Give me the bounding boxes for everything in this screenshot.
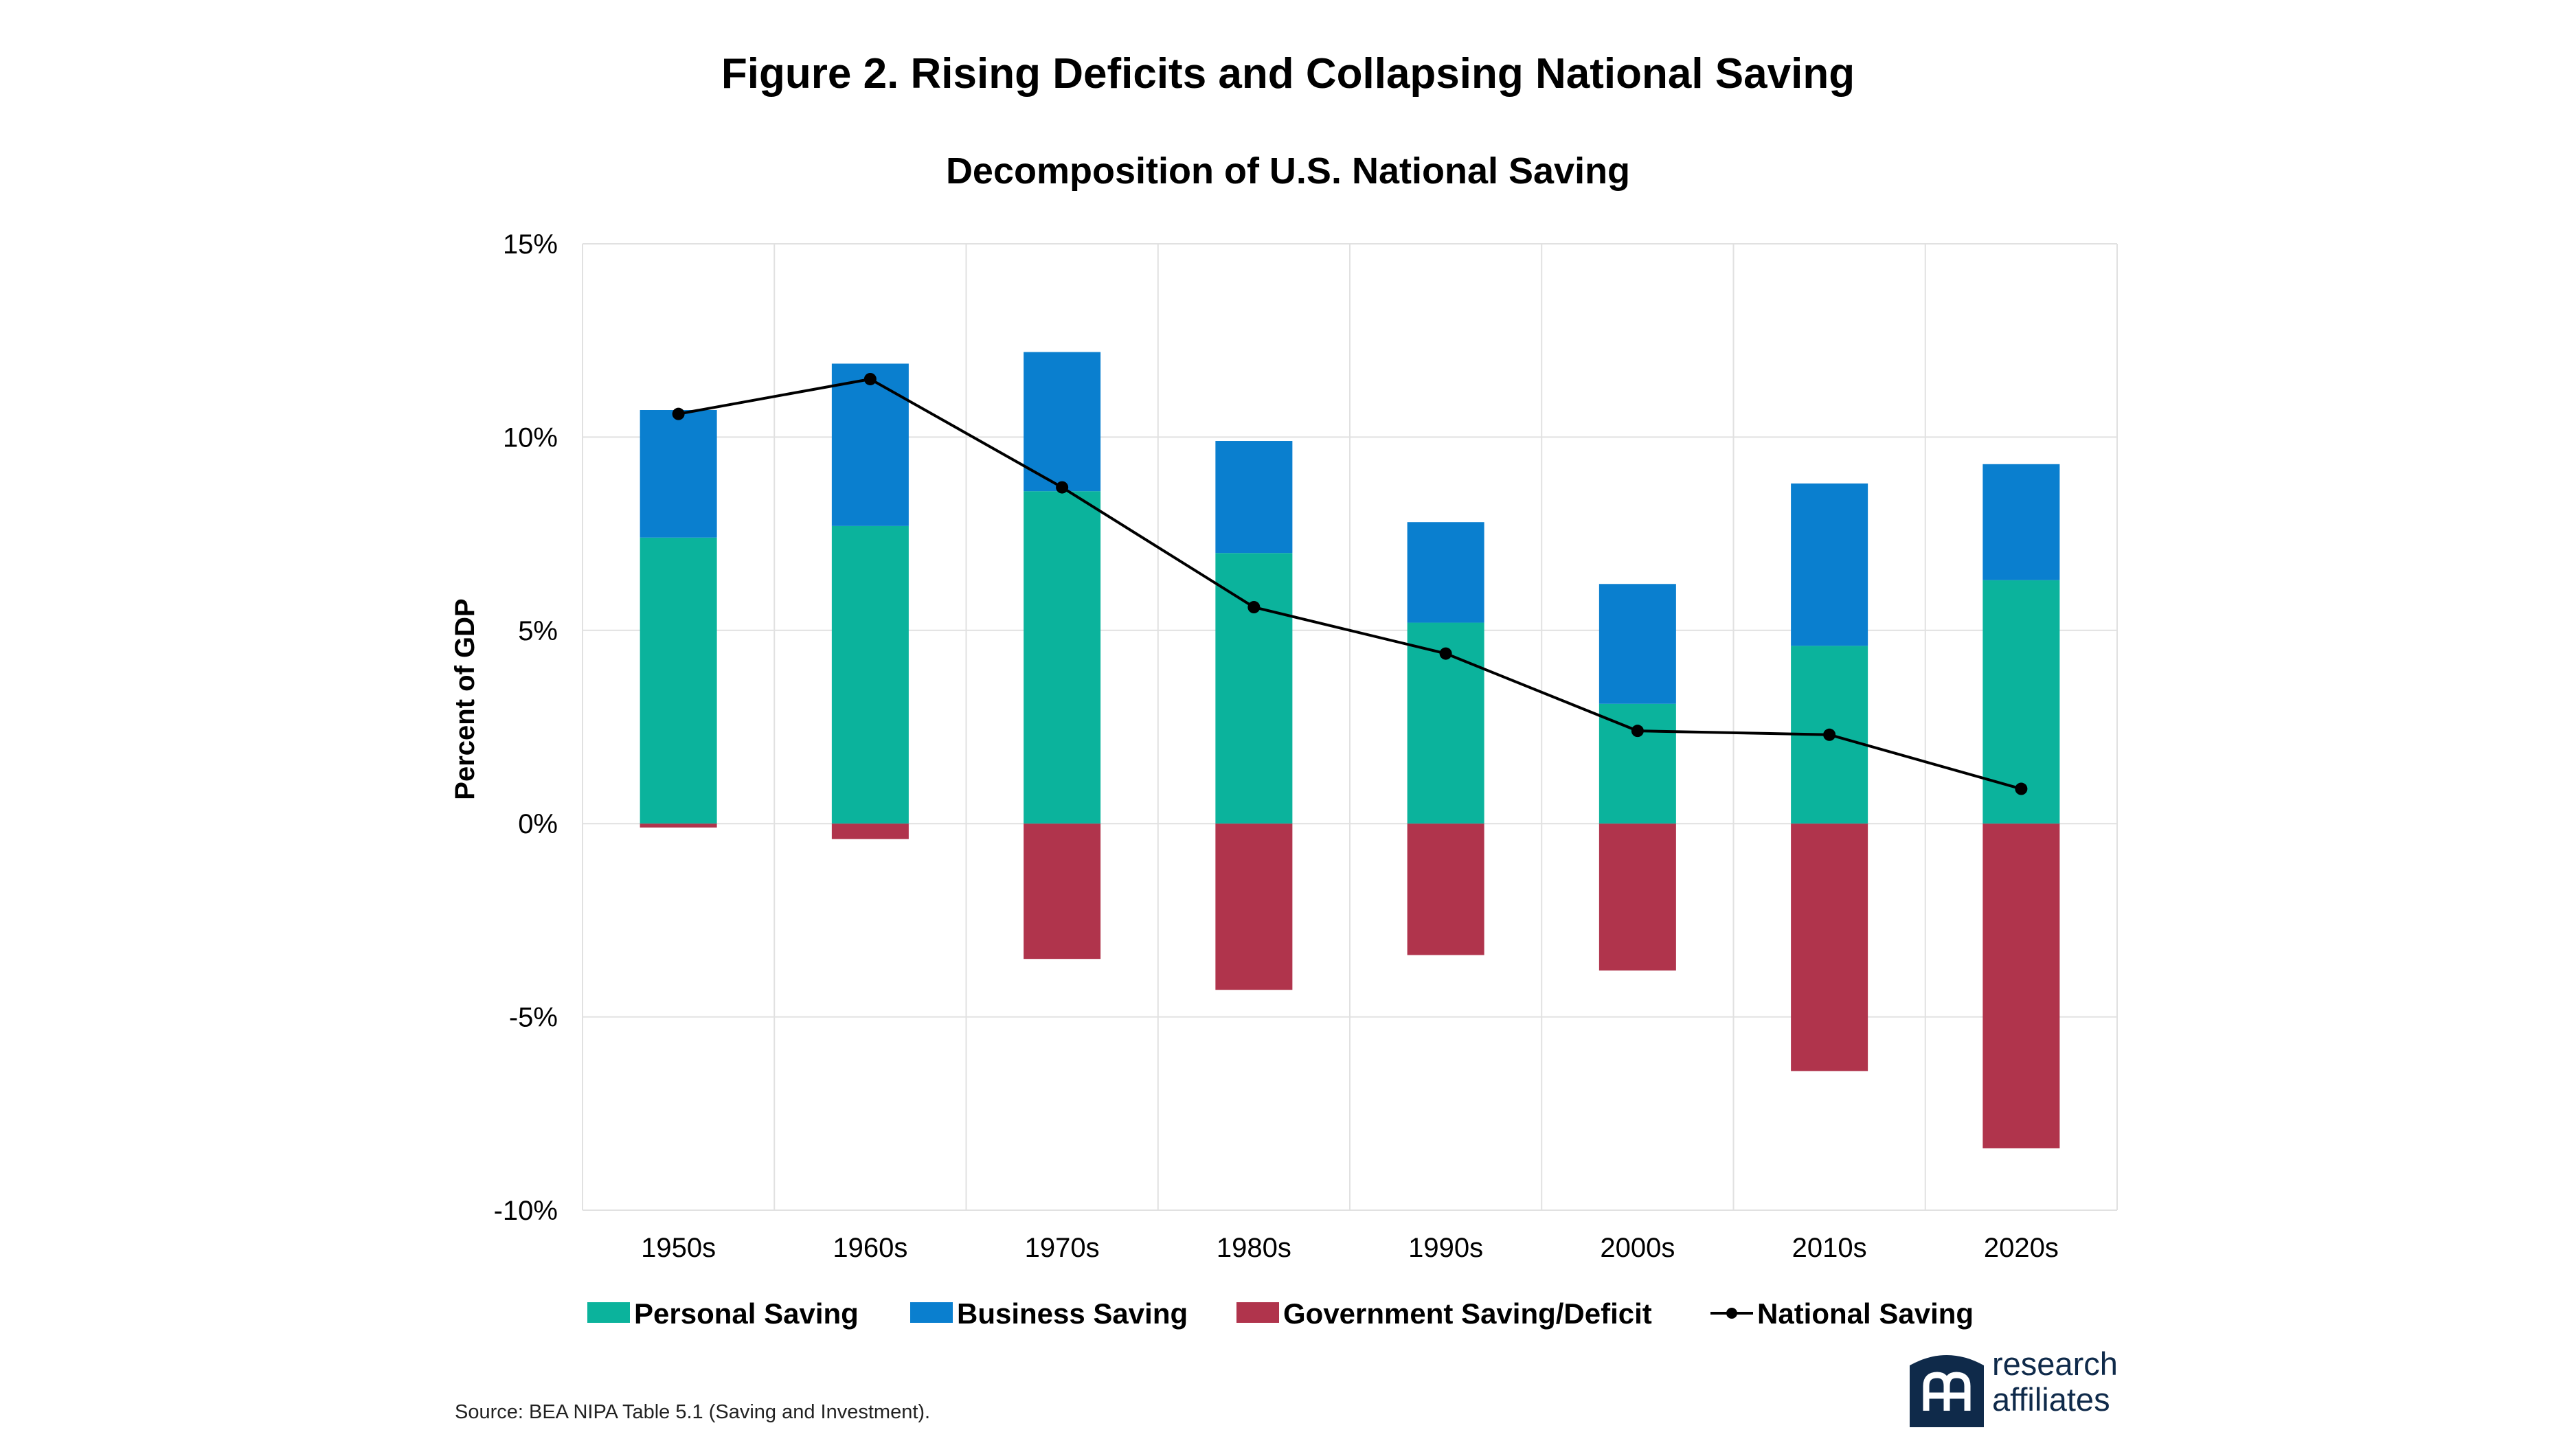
y-tick-label: 0% (518, 809, 558, 839)
national-saving-line (672, 372, 2028, 795)
bar-government-saving-deficit-2020s (1982, 823, 2060, 1148)
legend-label: National Saving (1757, 1297, 1974, 1330)
logo-mark-icon (1910, 1355, 1984, 1427)
source-note: Source: BEA NIPA Table 5.1 (Saving and I… (455, 1401, 931, 1423)
bars (640, 352, 2060, 1148)
logo-text-line1: research (1992, 1345, 2118, 1382)
national-saving-point-1980s (1247, 601, 1261, 614)
legend: Personal Saving Business Saving Government… (587, 1297, 1974, 1330)
bar-government-saving-deficit-2000s (1598, 823, 1676, 971)
y-tick-label: -10% (494, 1196, 558, 1226)
national-saving-point-1950s (672, 407, 685, 420)
bar-business-saving-1980s (1215, 441, 1293, 554)
x-tick-label: 2000s (1600, 1233, 1675, 1263)
legend-swatch (587, 1302, 630, 1323)
bar-government-saving-deficit-1960s (831, 823, 909, 839)
y-tick-label: 5% (518, 616, 558, 646)
legend-label: Government Saving/Deficit (1283, 1297, 1652, 1330)
x-axis: 1950s 1960s 1970s 1980s 1990s 2000s 2010s 2020s (641, 1233, 2059, 1263)
bar-government-saving-deficit-1970s (1024, 823, 1101, 959)
legend-label: Business Saving (957, 1297, 1188, 1330)
x-tick-label: 2020s (1984, 1233, 2059, 1263)
x-tick-label: 2010s (1792, 1233, 1867, 1263)
chart-subtitle: Decomposition of U.S. National Saving (945, 150, 1631, 192)
x-tick-label: 1990s (1408, 1233, 1483, 1263)
y-tick-label: 15% (503, 229, 558, 260)
y-axis-label: Percent of GDP (450, 598, 480, 799)
bar-business-saving-1950s (640, 410, 717, 538)
bar-business-saving-2000s (1598, 584, 1676, 704)
national-saving-point-2020s (2015, 782, 2028, 795)
bar-business-saving-1970s (1024, 352, 1101, 492)
bar-government-saving-deficit-2010s (1791, 823, 1868, 1071)
bar-government-saving-deficit-1980s (1215, 823, 1293, 990)
y-tick-label: -5% (509, 1003, 558, 1033)
national-saving-point-2010s (1823, 728, 1836, 741)
y-tick-label: 10% (503, 422, 558, 453)
bar-government-saving-deficit-1950s (640, 823, 717, 828)
bar-personal-saving-1950s (640, 537, 717, 824)
national-saving-point-1960s (863, 372, 877, 385)
bar-business-saving-1990s (1407, 522, 1484, 623)
bar-personal-saving-2000s (1598, 703, 1676, 824)
bar-government-saving-deficit-1990s (1407, 823, 1484, 955)
y-axis: 15% 10% 5% 0% -5% -10% (494, 229, 558, 1226)
x-tick-label: 1980s (1217, 1233, 1291, 1263)
bar-personal-saving-1980s (1215, 553, 1293, 824)
national-saving-point-1970s (1056, 481, 1069, 494)
bar-personal-saving-1970s (1024, 491, 1101, 824)
national-saving-point-2000s (1631, 725, 1644, 738)
research-affiliates-logo: research affiliates (1910, 1345, 2129, 1441)
national-saving-point-1990s (1439, 647, 1452, 660)
national-saving-polyline (678, 377, 2022, 791)
legend-swatch (910, 1302, 953, 1323)
logo-text-line2: affiliates (1992, 1381, 2110, 1418)
bar-business-saving-2010s (1791, 483, 1868, 646)
x-tick-label: 1960s (833, 1233, 907, 1263)
bar-personal-saving-1960s (831, 525, 909, 824)
legend-swatch (1236, 1302, 1279, 1323)
x-tick-label: 1950s (641, 1233, 716, 1263)
legend-point-swatch (1726, 1308, 1737, 1319)
figure-title: Figure 2. Rising Deficits and Collapsing… (721, 50, 1855, 98)
bar-business-saving-2020s (1982, 464, 2060, 580)
x-tick-label: 1970s (1025, 1233, 1100, 1263)
bar-business-saving-1960s (831, 363, 909, 526)
legend-label: Personal Saving (634, 1297, 859, 1330)
